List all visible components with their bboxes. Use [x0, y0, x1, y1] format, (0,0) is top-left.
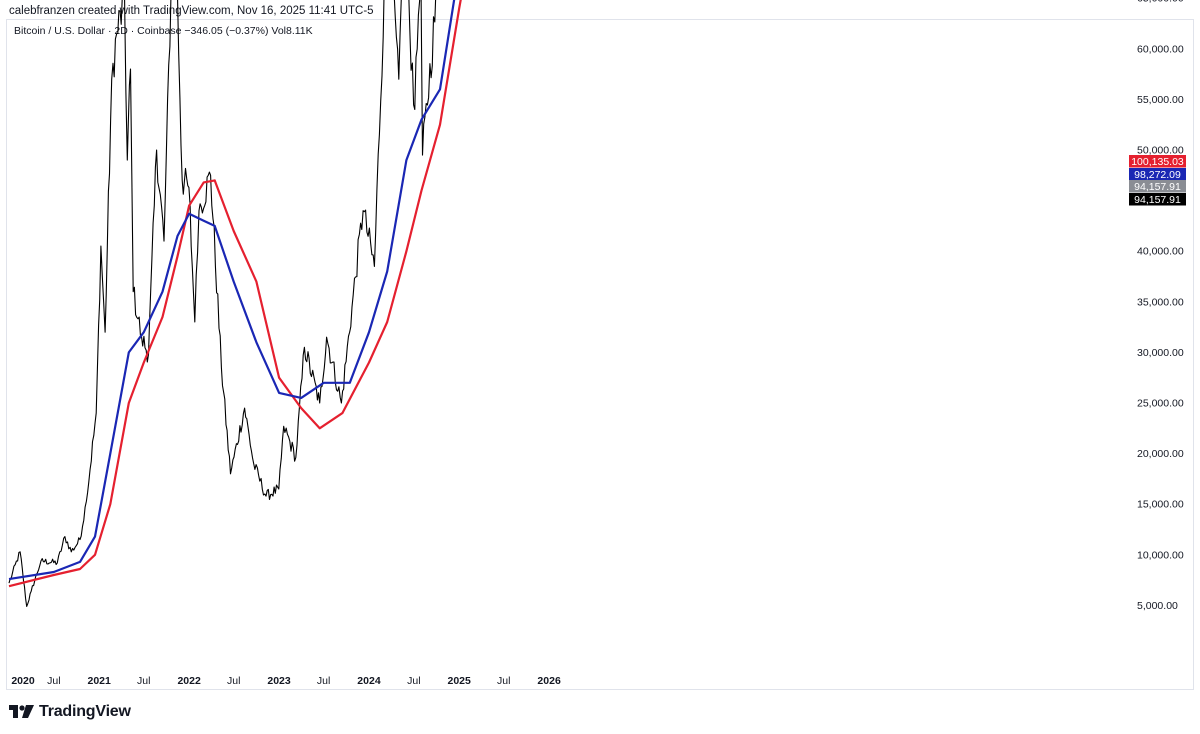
y-tick-label: 55,000.00 — [1137, 94, 1184, 106]
symbol-name: Bitcoin / U.S. Dollar · 2D · Coinbase — [14, 25, 182, 37]
y-tick-label: 50,000.00 — [1137, 145, 1184, 157]
x-tick-label: 2024 — [357, 675, 381, 687]
x-tick-label: Jul — [317, 675, 330, 687]
red-moving-average-line — [8, 0, 462, 588]
tradingview-logo-text: TradingView — [39, 703, 131, 720]
y-tick-label: 30,000.00 — [1137, 347, 1184, 359]
y-tick-label: 35,000.00 — [1137, 296, 1184, 308]
y-tick-label: 5,000.00 — [1137, 600, 1178, 612]
x-tick-label: Jul — [47, 675, 60, 687]
chart-pane[interactable] — [6, 19, 1194, 690]
y-tick-label: 65,000.00 — [1137, 0, 1184, 5]
symbol-volume: Vol8.11K — [271, 25, 313, 37]
y-tick-label: 15,000.00 — [1137, 499, 1184, 511]
price-label-box — [1129, 180, 1186, 193]
y-tick-label: 10,000.00 — [1137, 549, 1184, 561]
x-tick-label: 2022 — [177, 675, 201, 687]
price-label: 94,157.91 — [1134, 194, 1181, 206]
chart-credit: calebfranzen created with TradingView.co… — [9, 5, 374, 17]
price-label-box — [1129, 155, 1186, 168]
symbol-legend: Bitcoin / U.S. Dollar · 2D · Coinbase −3… — [14, 25, 313, 37]
x-tick-label: 2021 — [88, 675, 112, 687]
symbol-change: −346.05 (−0.37%) — [184, 25, 269, 37]
x-tick-label: 2025 — [447, 675, 471, 687]
tradingview-logo-icon — [9, 705, 34, 718]
tradingview-logo[interactable]: TradingView — [9, 703, 131, 721]
y-tick-label: 20,000.00 — [1137, 448, 1184, 460]
price-label-box — [1129, 168, 1186, 181]
x-axis: 2020 Jul 2021 Jul 2022 Jul 2023 Jul 2024 Jul 2025 J… — [11, 675, 561, 687]
y-tick-label: 40,000.00 — [1137, 246, 1184, 258]
price-label-box — [1129, 193, 1186, 206]
price-label: 94,157.91 — [1134, 181, 1181, 193]
y-axis: 5,000.00 10,000.00 15,000.00 20,000.00 25,00… — [1137, 0, 1184, 612]
blue-moving-average-line — [8, 0, 456, 581]
x-tick-label: 2020 — [11, 675, 35, 687]
series-lines — [8, 0, 462, 607]
price-series-line — [8, 0, 437, 607]
x-tick-label: Jul — [227, 675, 240, 687]
y-tick-label: 25,000.00 — [1137, 398, 1184, 410]
x-tick-label: Jul — [137, 675, 150, 687]
x-tick-label: 2023 — [267, 675, 291, 687]
x-tick-label: 2026 — [537, 675, 561, 687]
y-tick-label: 60,000.00 — [1137, 43, 1184, 55]
x-tick-label: Jul — [497, 675, 510, 687]
price-label: 98,272.09 — [1134, 169, 1181, 181]
x-tick-label: Jul — [407, 675, 420, 687]
price-label: 100,135.03 — [1131, 156, 1184, 168]
